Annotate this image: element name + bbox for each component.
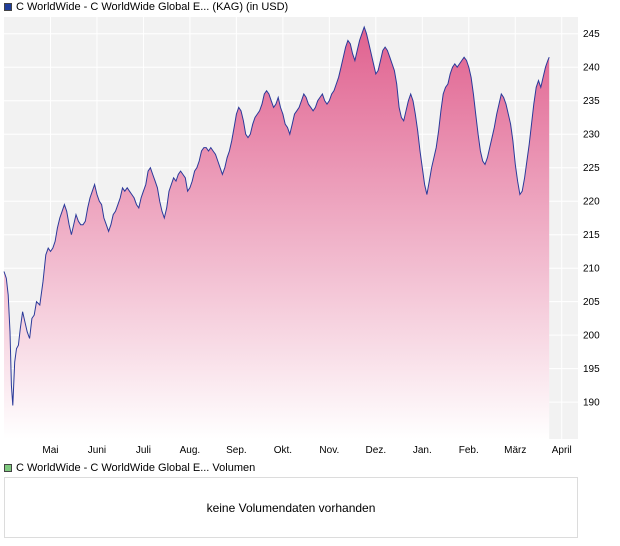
volume-panel: keine Volumendaten vorhanden [4, 477, 578, 538]
y-tick-label: 220 [583, 197, 600, 208]
y-tick-label: 225 [583, 163, 600, 174]
y-tick-label: 210 [583, 264, 600, 275]
y-tick-label: 235 [583, 96, 600, 107]
x-tick-label: Dez. [366, 445, 387, 456]
x-tick-label: Feb. [459, 445, 479, 456]
y-tick-label: 190 [583, 398, 600, 409]
no-volume-message: keine Volumendaten vorhanden [206, 500, 376, 515]
price-area [4, 27, 550, 439]
x-tick-label: Jan. [413, 445, 432, 456]
price-line [3, 25, 550, 406]
price-chart: Mai Juni Juli Aug. Sep. Okt. Nov. Dez. Jan. Feb. M… [3, 17, 600, 456]
x-tick-label: Mai [42, 445, 58, 456]
volume-legend-label: C WorldWide - C WorldWide Global E... Vo… [16, 462, 256, 474]
y-tick-label: 200 [583, 331, 600, 342]
y-tick-label: 195 [583, 364, 600, 375]
y-tick-label: 230 [583, 130, 600, 141]
x-tick-label: April [552, 445, 572, 456]
y-tick-label: 215 [583, 230, 600, 241]
x-axis: Mai Juni Juli Aug. Sep. Okt. Nov. Dez. Jan. Feb. M… [42, 445, 571, 456]
x-tick-label: Juli [136, 445, 151, 456]
y-tick-label: 205 [583, 297, 600, 308]
price-series-swatch [4, 3, 12, 11]
x-tick-label: März [504, 445, 526, 456]
x-tick-label: Aug. [180, 445, 201, 456]
y-axis: 190 195 200 205 210 215 220 225 230 235 240 245 [583, 29, 600, 408]
y-tick-label: 245 [583, 29, 600, 40]
x-tick-label: Okt. [274, 445, 292, 456]
x-tick-label: Nov. [319, 445, 339, 456]
volume-series-swatch [4, 464, 12, 472]
y-tick-label: 240 [583, 63, 600, 74]
price-legend-label: C WorldWide - C WorldWide Global E... (K… [16, 1, 289, 13]
volume-legend: C WorldWide - C WorldWide Global E... Vo… [4, 462, 255, 474]
x-tick-label: Sep. [226, 445, 247, 456]
x-tick-label: Juni [88, 445, 106, 456]
price-legend: C WorldWide - C WorldWide Global E... (K… [4, 1, 288, 13]
